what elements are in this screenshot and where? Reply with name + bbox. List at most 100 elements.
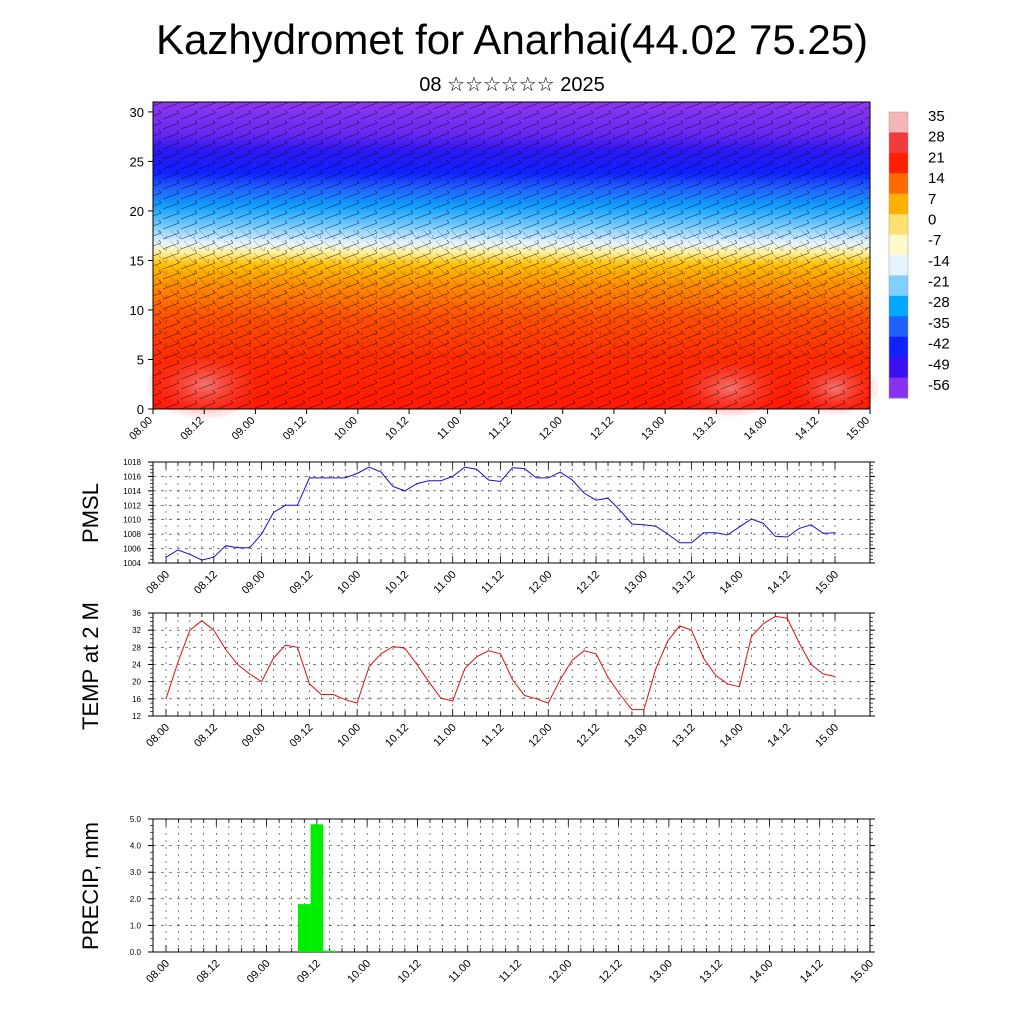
colorbar-label: 28 bbox=[928, 129, 945, 146]
x-tick-label: 13.12 bbox=[670, 569, 698, 597]
x-tick-label: 11.12 bbox=[497, 958, 524, 985]
y-tick-label: 25 bbox=[130, 154, 144, 169]
x-tick-label: 08.12 bbox=[194, 958, 222, 986]
series-line bbox=[165, 466, 836, 561]
x-tick-label: 10.12 bbox=[396, 958, 424, 986]
x-tick-label: 11.00 bbox=[431, 722, 458, 749]
y-tick-label: 5.0 bbox=[130, 815, 142, 824]
x-tick-label: 11.00 bbox=[431, 569, 458, 596]
colorbar-swatch bbox=[889, 377, 908, 399]
x-tick-label: 14.12 bbox=[798, 958, 826, 986]
x-tick-label: 09.12 bbox=[288, 569, 316, 597]
precip-bar bbox=[298, 904, 311, 952]
x-tick-label: 10.00 bbox=[332, 415, 360, 443]
x-tick-label: 12.12 bbox=[588, 415, 616, 443]
x-tick-label: 12.00 bbox=[537, 415, 565, 443]
y-axis-label: PMSL bbox=[78, 483, 103, 543]
x-tick-label: 13.12 bbox=[697, 958, 725, 986]
colorbar-label: 0 bbox=[928, 211, 936, 228]
x-tick-label: 14.00 bbox=[718, 722, 746, 750]
colorbar-swatch bbox=[889, 132, 908, 154]
colorbar-swatch bbox=[889, 275, 908, 297]
x-tick-label: 08.00 bbox=[127, 415, 155, 443]
x-tick-label: 12.00 bbox=[546, 958, 574, 986]
x-tick-label: 10.00 bbox=[345, 958, 373, 986]
precip-bar bbox=[323, 950, 336, 952]
x-tick-label: 09.12 bbox=[281, 415, 309, 443]
precip-panel: 5.0 4.0 3.0 2.0 1.0 0.008.00 08.12 09.00 09.12 10… bbox=[78, 815, 876, 986]
y-tick-label: 36 bbox=[132, 609, 141, 618]
x-tick-label: 12.00 bbox=[526, 722, 554, 750]
x-tick-label: 15.00 bbox=[813, 569, 841, 597]
x-tick-label: 13.12 bbox=[670, 722, 698, 750]
y-tick-label: 3.0 bbox=[130, 868, 142, 877]
colorbar-swatch bbox=[889, 295, 908, 317]
y-tick-label: 2.0 bbox=[130, 895, 142, 904]
x-tick-label: 14.00 bbox=[718, 569, 746, 597]
x-tick-label: 08.12 bbox=[192, 722, 220, 750]
y-tick-label: 32 bbox=[132, 626, 141, 635]
colorbar-swatch bbox=[889, 193, 908, 215]
colorbar-swatch bbox=[889, 255, 908, 276]
colorbar-swatch bbox=[889, 336, 908, 358]
x-tick-label: 10.12 bbox=[383, 722, 411, 750]
panel-frame bbox=[152, 818, 871, 953]
y-tick-label: 4.0 bbox=[130, 842, 142, 851]
y-tick-label: 16 bbox=[132, 695, 141, 704]
colorbar-swatch bbox=[889, 357, 908, 379]
colorbar-label: -49 bbox=[928, 356, 950, 373]
y-axis-label: TEMP at 2 M bbox=[78, 602, 103, 730]
y-tick-label: 1004 bbox=[123, 559, 141, 568]
x-tick-label: 10.00 bbox=[335, 569, 363, 597]
x-tick-label: 13.00 bbox=[622, 722, 650, 750]
x-tick-label: 10.00 bbox=[335, 722, 363, 750]
y-axis-label: PRECIP, mm bbox=[78, 822, 103, 950]
colorbar-label: -42 bbox=[928, 336, 950, 353]
colorbar-swatch bbox=[889, 214, 908, 236]
colorbar-label: -21 bbox=[928, 274, 950, 291]
x-tick-label: 09.12 bbox=[288, 722, 316, 750]
x-tick-label: 14.12 bbox=[765, 722, 793, 750]
x-tick-label: 14.12 bbox=[793, 415, 821, 443]
y-tick-label: 1012 bbox=[123, 501, 141, 510]
y-tick-label: 20 bbox=[130, 204, 144, 219]
colorbar-label: 7 bbox=[928, 191, 936, 208]
x-tick-label: 15.00 bbox=[813, 722, 841, 750]
wind-barbs-layer bbox=[153, 230, 870, 360]
y-tick-label: 1006 bbox=[123, 545, 141, 554]
colorbar-label: -56 bbox=[928, 377, 950, 394]
x-tick-label: 14.00 bbox=[742, 415, 770, 443]
x-tick-label: 14.00 bbox=[748, 958, 776, 986]
x-tick-label: 08.00 bbox=[144, 569, 172, 597]
x-tick-label: 08.00 bbox=[144, 722, 172, 750]
x-tick-label: 09.00 bbox=[245, 958, 273, 986]
x-tick-label: 14.12 bbox=[765, 569, 793, 597]
y-tick-label: 1018 bbox=[123, 458, 141, 467]
chart-subtitle: 08 ☆☆☆☆☆☆ 2025 bbox=[419, 74, 605, 96]
y-tick-label: 12 bbox=[132, 712, 141, 721]
x-tick-label: 12.12 bbox=[597, 958, 625, 986]
series-line bbox=[165, 615, 836, 711]
x-tick-label: 11.12 bbox=[486, 415, 513, 442]
y-tick-label: 30 bbox=[130, 105, 144, 120]
y-tick-label: 1014 bbox=[123, 487, 141, 496]
colorbar-label: -7 bbox=[928, 232, 941, 249]
y-tick-label: 0.0 bbox=[130, 948, 142, 957]
x-tick-label: 13.00 bbox=[647, 958, 675, 986]
colorbar-label: 35 bbox=[928, 108, 945, 125]
x-tick-label: 10.12 bbox=[383, 415, 411, 443]
y-tick-label: 1016 bbox=[123, 472, 141, 481]
x-tick-label: 09.00 bbox=[240, 722, 268, 750]
x-tick-label: 13.00 bbox=[639, 415, 667, 443]
x-tick-label: 12.12 bbox=[574, 722, 602, 750]
x-tick-label: 13.00 bbox=[622, 569, 650, 597]
x-tick-label: 09.00 bbox=[230, 415, 258, 443]
y-tick-label: 28 bbox=[132, 643, 141, 652]
precip-bar bbox=[310, 824, 324, 952]
y-tick-label: 15 bbox=[130, 253, 144, 268]
x-tick-label: 12.00 bbox=[526, 569, 554, 597]
y-tick-label: 1008 bbox=[123, 530, 141, 539]
colorbar-swatch bbox=[889, 173, 908, 195]
